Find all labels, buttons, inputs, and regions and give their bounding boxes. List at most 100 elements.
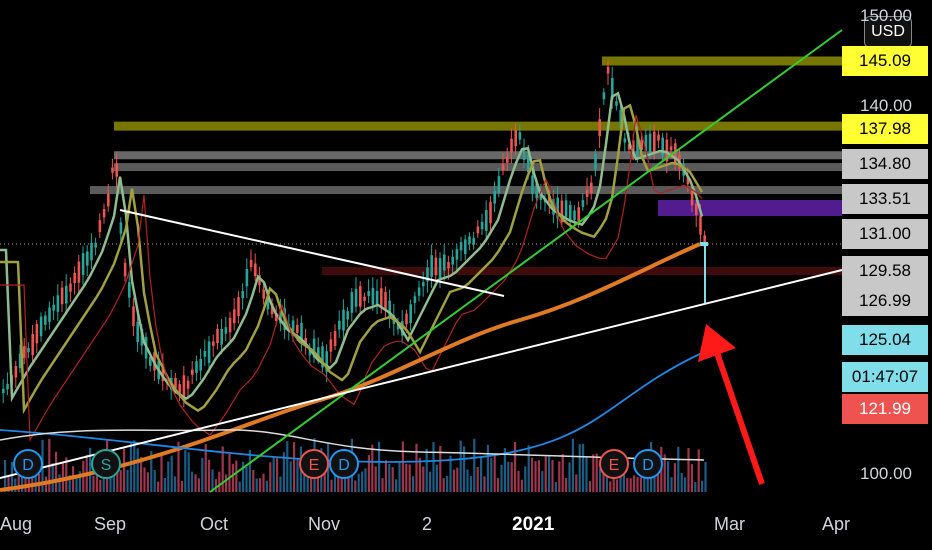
green-trendline: [209, 29, 843, 493]
volume-bar: [153, 469, 156, 492]
candle-body: [346, 311, 349, 320]
price-tag: 125.04: [842, 325, 928, 355]
volume-bar: [191, 471, 194, 492]
candle-body: [178, 384, 181, 396]
candle-body: [371, 287, 375, 305]
volume-bar: [262, 473, 265, 492]
volume-bar: [55, 451, 58, 492]
candle-body: [270, 303, 274, 315]
volume-bar: [452, 469, 455, 492]
volume-bar: [439, 445, 442, 492]
candle-body: [6, 383, 9, 390]
volume-bar: [95, 461, 98, 492]
candle-body: [254, 263, 257, 276]
volume-bar: [510, 462, 513, 492]
volume-bar: [548, 455, 551, 492]
candle-body: [275, 313, 278, 321]
candle-body: [443, 254, 446, 271]
candle-body: [455, 249, 459, 260]
candle-body: [363, 296, 366, 301]
volume-bar: [78, 471, 81, 492]
volume-bar: [670, 477, 673, 492]
ema200-line: [0, 242, 701, 492]
volume-bar: [374, 466, 377, 492]
volume-bar: [701, 480, 704, 492]
volume-bar: [143, 467, 146, 492]
candle-body: [350, 292, 354, 313]
volume-bar: [673, 463, 676, 492]
x-tick-2: 2: [422, 514, 433, 534]
candle-body: [627, 144, 631, 150]
volume-bar: [269, 462, 272, 492]
candle-body: [556, 197, 559, 219]
candle-body: [228, 318, 232, 333]
volume-bar: [330, 479, 333, 492]
candle-body: [615, 101, 618, 106]
volume-bar: [289, 461, 292, 492]
candle-body: [249, 259, 253, 268]
volume-bar: [466, 469, 469, 492]
candle-body: [52, 304, 55, 311]
candle-body: [573, 210, 576, 220]
price-tag: 133.51: [842, 184, 928, 214]
candle-body: [296, 324, 299, 333]
volume-bar: [255, 478, 258, 492]
volume-bar: [425, 449, 428, 492]
candle-body: [354, 288, 358, 307]
volume-bar: [636, 476, 639, 492]
candle-body: [640, 139, 643, 150]
volume-bar: [129, 443, 132, 492]
volume-bar: [184, 450, 187, 492]
volume-bar: [422, 466, 425, 492]
volume-bar: [599, 468, 602, 492]
volume-bar: [140, 457, 143, 492]
volume-bar: [388, 463, 391, 492]
candle-body: [333, 331, 337, 347]
event-marker-circle: [13, 449, 43, 479]
volume-bar: [432, 442, 435, 492]
volume-bar: [68, 475, 71, 492]
volume-bar: [177, 441, 180, 492]
y-tick-150: 150.00: [860, 6, 912, 25]
volume-bar: [218, 471, 221, 492]
volume-bar: [408, 464, 411, 492]
candle-body: [602, 92, 606, 100]
volume-bar: [286, 441, 289, 492]
candle-body: [35, 324, 39, 344]
candle-body: [632, 140, 635, 155]
candle-body: [325, 351, 328, 372]
volume-bar: [279, 476, 282, 492]
volume-bar: [391, 467, 394, 492]
volume-bar: [616, 479, 619, 492]
candle-body: [674, 143, 677, 164]
candle-body: [489, 201, 492, 224]
candle-body: [669, 146, 673, 151]
candle-body: [598, 119, 601, 137]
candle-body: [312, 338, 316, 358]
level-band: [114, 163, 842, 172]
candle-body: [388, 300, 391, 319]
price-tag: 137.98: [842, 114, 928, 144]
currency-button[interactable]: USD: [864, 16, 912, 48]
candle-body: [434, 257, 438, 276]
candle-body: [468, 236, 471, 244]
candle-body: [476, 226, 480, 234]
volume-ma-line: [0, 429, 705, 461]
volume-bar: [612, 476, 615, 492]
candle-body: [451, 256, 454, 265]
volume-bar: [490, 458, 493, 492]
candle-body: [422, 282, 425, 287]
ema-mid-line: [0, 103, 704, 415]
volume-bar: [398, 461, 401, 492]
event-marker-letter: S: [101, 457, 112, 474]
price-tag: 129.58: [842, 256, 928, 286]
volume-bar: [197, 478, 200, 492]
ema-slow-line: [0, 114, 703, 443]
candle-body: [191, 369, 194, 375]
candle-body: [321, 346, 324, 368]
volume-bar: [531, 457, 534, 492]
volume-bar: [204, 444, 207, 492]
candle-body: [23, 346, 26, 359]
